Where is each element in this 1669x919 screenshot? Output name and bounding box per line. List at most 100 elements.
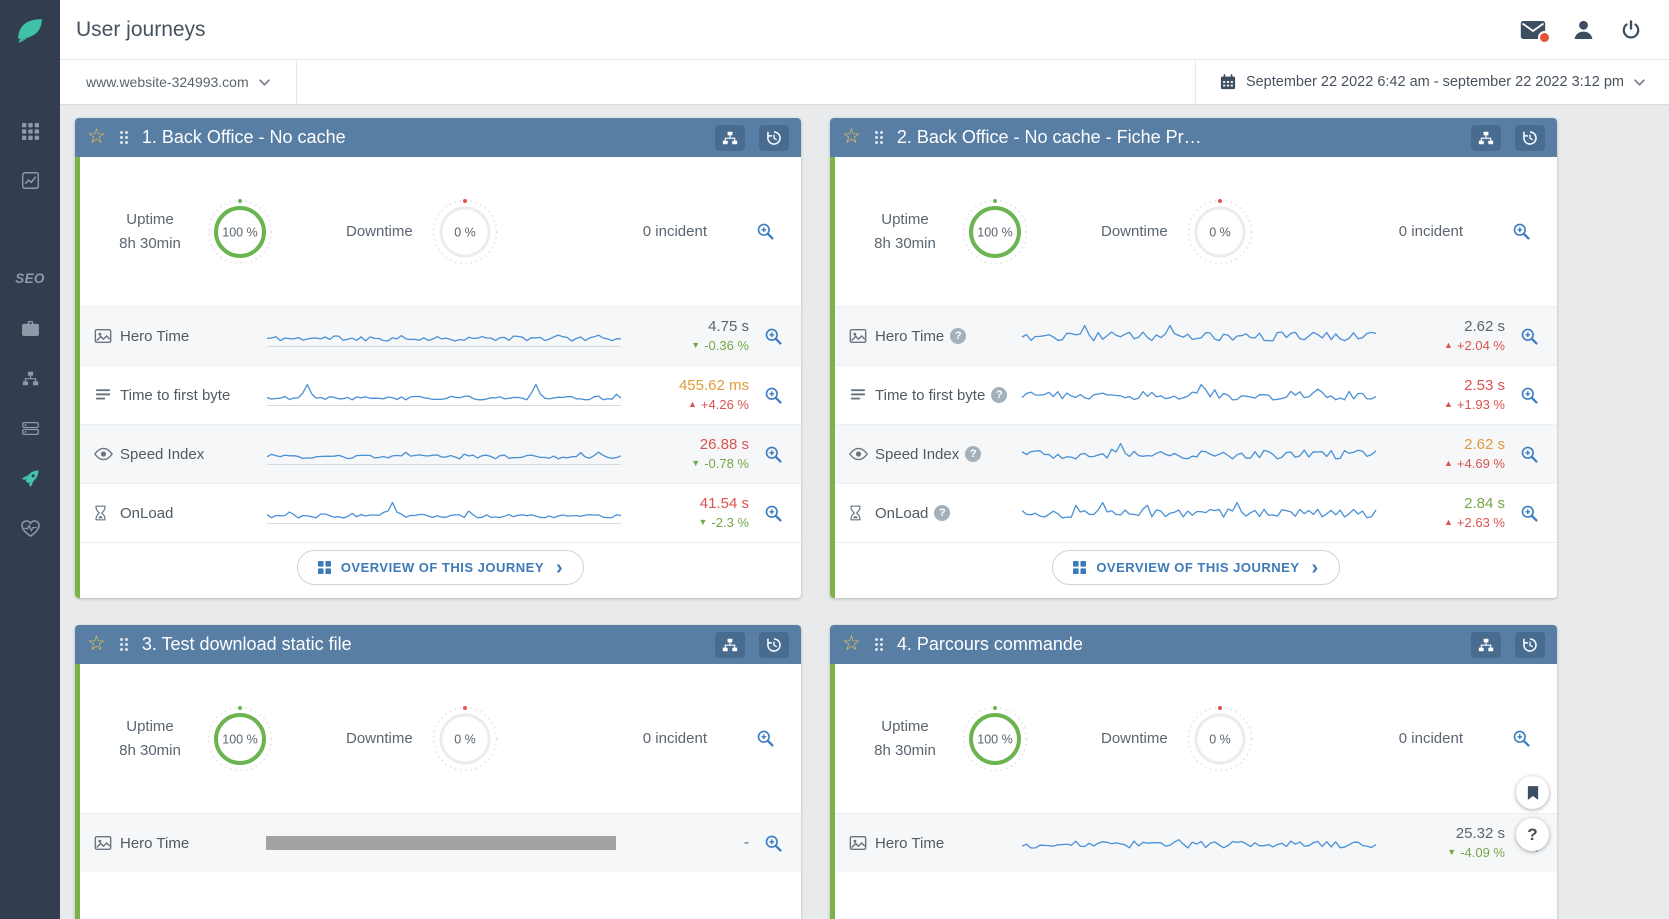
grid-icon [21, 122, 39, 140]
site-name: www.website-324993.com [86, 74, 249, 90]
bookmark-button[interactable] [1516, 776, 1549, 809]
sidebar-item-sitemap[interactable] [12, 369, 48, 387]
zoom-icon[interactable] [761, 504, 785, 523]
history-button[interactable] [1515, 124, 1545, 151]
metric-label: Time to first byte? [875, 387, 1019, 404]
card-header: ☆ 4. Parcours commande [830, 625, 1557, 664]
journey-steps-button[interactable] [715, 124, 745, 151]
user-icon[interactable] [1573, 19, 1594, 40]
metric-value: 4.75 s ▼ -0.36 % [691, 318, 749, 353]
sidebar-item-analytics[interactable] [12, 171, 48, 189]
sidebar-item-dashboard[interactable] [12, 122, 48, 140]
zoom-icon[interactable] [1517, 504, 1541, 523]
image-icon [849, 327, 875, 345]
card-filler [80, 872, 801, 919]
overview-journey-button[interactable]: OVERVIEW OF THIS JOURNEY › [296, 550, 585, 585]
content-area: ☆ 1. Back Office - No cache Uptime 8h 30min… [60, 105, 1669, 919]
help-icon[interactable]: ? [991, 387, 1008, 403]
journey-steps-button[interactable] [1471, 631, 1501, 658]
eye-icon [849, 447, 875, 461]
help-icon[interactable]: ? [934, 505, 951, 521]
sidebar-group-main: SEO [12, 269, 48, 537]
zoom-icon[interactable] [1517, 386, 1541, 405]
drag-handle-icon[interactable] [119, 638, 128, 651]
zoom-icon[interactable] [753, 222, 777, 241]
date-range-text: September 22 2022 6:42 am - september 22… [1245, 74, 1624, 90]
history-button[interactable] [759, 124, 789, 151]
sidebar-item-user-journeys[interactable] [12, 469, 48, 487]
topbar-icons [1520, 19, 1641, 44]
metric-sparkline [264, 828, 624, 858]
svg-text:0 %: 0 % [1209, 225, 1231, 239]
metric-sparkline [1019, 828, 1379, 858]
journey-card-1: ☆ 1. Back Office - No cache Uptime 8h 30min… [75, 118, 801, 598]
eye-icon [94, 447, 120, 461]
help-icon[interactable]: ? [965, 446, 982, 462]
history-button[interactable] [759, 631, 789, 658]
favorite-star-icon[interactable]: ☆ [87, 125, 106, 148]
metric-value: 26.88 s ▼ -0.78 % [691, 436, 749, 471]
date-range-picker[interactable]: September 22 2022 6:42 am - september 22… [1194, 60, 1669, 104]
sitemap-icon [22, 371, 38, 385]
uptime-label: Uptime 8h 30min [119, 718, 181, 759]
zoom-icon[interactable] [761, 834, 785, 853]
svg-text:100 %: 100 % [977, 225, 1012, 239]
app-logo[interactable] [0, 0, 60, 60]
zoom-icon[interactable] [761, 327, 785, 346]
history-button[interactable] [1515, 631, 1545, 658]
site-selector[interactable]: www.website-324993.com [60, 60, 297, 104]
journey-card-4: ☆ 4. Parcours commande Uptime 8h 30min 100 %… [830, 625, 1557, 919]
metric-sparkline [1019, 439, 1379, 469]
trend-down-icon: ▼ [691, 340, 701, 351]
mail-icon[interactable] [1520, 20, 1551, 44]
metric-sparkline [1019, 321, 1379, 351]
metric-value: 2.62 s ▲ +4.69 % [1444, 436, 1505, 471]
trend-down-icon: ▼ [691, 458, 701, 469]
metric-sparkline [1019, 498, 1379, 528]
drag-handle-icon[interactable] [874, 638, 883, 651]
overview-journey-button[interactable]: OVERVIEW OF THIS JOURNEY › [1052, 550, 1340, 585]
journey-steps-button[interactable] [715, 631, 745, 658]
favorite-star-icon[interactable]: ☆ [842, 632, 861, 655]
journey-steps-button[interactable] [1471, 124, 1501, 151]
card-body: Uptime 8h 30min 100 % Downtime 0 % 0 incident… [75, 157, 801, 598]
availability-summary: Uptime 8h 30min 100 % Downtime 0 % 0 incident [80, 157, 801, 306]
metric-label: Time to first byte [120, 386, 231, 404]
journey-title: 4. Parcours commande [896, 634, 1083, 654]
metric-sparkline [264, 380, 624, 410]
metric-value: 2.53 s ▲ +1.93 % [1444, 377, 1505, 412]
zoom-icon[interactable] [1509, 222, 1533, 241]
zoom-icon[interactable] [1517, 327, 1541, 346]
sidebar-item-health[interactable] [12, 519, 48, 537]
uptime-label: Uptime 8h 30min [874, 718, 936, 759]
drag-handle-icon[interactable] [874, 131, 883, 144]
zoom-icon[interactable] [1517, 445, 1541, 464]
card-body: Uptime 8h 30min 100 % Downtime 0 % 0 incident… [830, 157, 1557, 598]
sidebar-item-servers[interactable] [12, 419, 48, 437]
zoom-icon[interactable] [761, 445, 785, 464]
sidebar-item-seo[interactable]: SEO [15, 270, 45, 286]
zoom-icon[interactable] [753, 729, 777, 748]
help-button[interactable]: ? [1516, 818, 1549, 851]
sidebar-group-top [12, 122, 48, 189]
metric-label: Speed Index [120, 445, 205, 463]
drag-handle-icon[interactable] [119, 131, 128, 144]
incident-count: 0 incident [642, 730, 707, 747]
favorite-star-icon[interactable]: ☆ [87, 632, 106, 655]
trend-up-icon: ▲ [1444, 399, 1453, 410]
zoom-icon[interactable] [1509, 729, 1533, 748]
metric-row-hero-time: Hero Time? 2.62 s ▲ +2.04 % [835, 306, 1557, 365]
metric-label: OnLoad [120, 504, 174, 522]
rocket-icon [21, 469, 39, 487]
bookmark-icon [1527, 785, 1538, 800]
image-icon [849, 834, 875, 852]
power-icon[interactable] [1621, 19, 1641, 40]
sidebar-item-business[interactable] [12, 319, 48, 337]
downtime-label: Downtime [1101, 223, 1168, 240]
favorite-star-icon[interactable]: ☆ [842, 125, 861, 148]
help-icon[interactable]: ? [950, 328, 967, 344]
filter-bar: www.website-324993.com September 22 2022… [60, 60, 1669, 105]
calendar-icon [1220, 74, 1236, 90]
zoom-icon[interactable] [761, 386, 785, 405]
card-footer: OVERVIEW OF THIS JOURNEY › [835, 542, 1557, 598]
